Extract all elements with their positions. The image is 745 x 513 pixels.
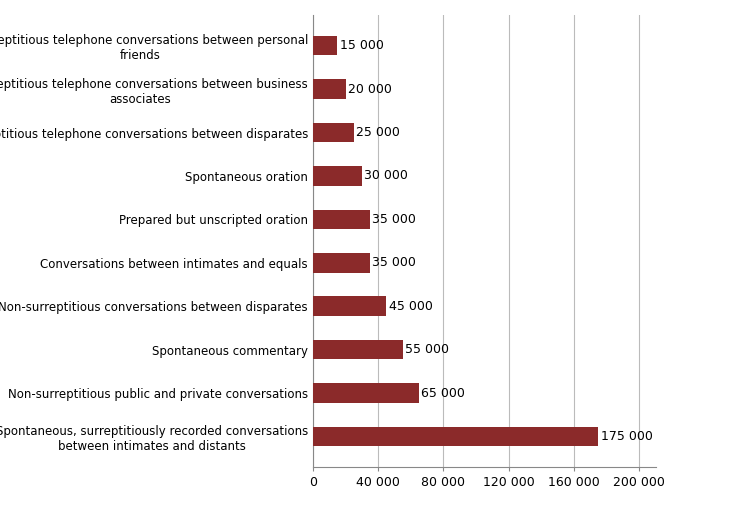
Text: 55 000: 55 000	[405, 343, 449, 356]
Text: 45 000: 45 000	[389, 300, 433, 313]
Bar	[313, 80, 346, 99]
Text: 25 000: 25 000	[356, 126, 400, 139]
Text: 20 000: 20 000	[348, 83, 392, 95]
Bar	[313, 210, 370, 229]
Bar	[313, 253, 370, 272]
Text: 15 000: 15 000	[340, 39, 384, 52]
Bar	[313, 340, 402, 360]
Text: 35 000: 35 000	[372, 256, 416, 269]
Bar	[313, 383, 419, 403]
Text: 35 000: 35 000	[372, 213, 416, 226]
Text: 30 000: 30 000	[364, 169, 408, 183]
Text: 65 000: 65 000	[422, 387, 466, 400]
Bar	[313, 166, 362, 186]
Bar	[313, 427, 598, 446]
Text: 175 000: 175 000	[601, 430, 653, 443]
Bar	[313, 297, 387, 316]
Bar	[313, 36, 337, 55]
Bar	[313, 123, 354, 142]
